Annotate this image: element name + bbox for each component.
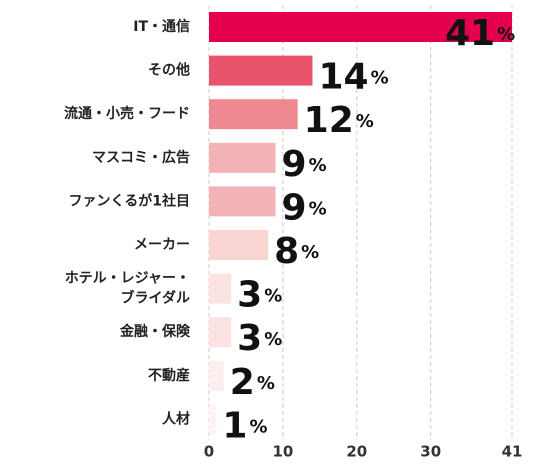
x-tick-label: 20 bbox=[346, 443, 367, 461]
category-label: 流通・小売・フード bbox=[64, 105, 190, 122]
value-label: 8% bbox=[274, 231, 319, 272]
value-number: 9 bbox=[282, 187, 307, 228]
value-number: 8 bbox=[274, 231, 299, 272]
x-tick-label: 41 bbox=[502, 443, 523, 461]
x-tick-label: 30 bbox=[420, 443, 441, 461]
value-label: 1% bbox=[222, 405, 267, 446]
value-unit: % bbox=[371, 68, 389, 89]
category-label: ホテル・レジャー・ブライダル bbox=[65, 271, 190, 307]
bar bbox=[209, 404, 217, 435]
value-unit: % bbox=[264, 286, 282, 307]
category-label: メーカー bbox=[134, 237, 190, 253]
value-number: 9 bbox=[282, 144, 307, 185]
bar bbox=[209, 186, 276, 217]
value-unit: % bbox=[301, 242, 319, 263]
bar bbox=[209, 99, 298, 130]
x-tick-label: 0 bbox=[204, 443, 214, 461]
bar bbox=[209, 273, 232, 304]
value-unit: % bbox=[309, 198, 327, 219]
value-number: 12 bbox=[304, 100, 354, 141]
category-label: 金融・保険 bbox=[119, 323, 191, 340]
category-label: 不動産 bbox=[148, 367, 190, 384]
category-label: マスコミ・広告 bbox=[92, 149, 190, 166]
value-label: 2% bbox=[230, 362, 275, 403]
value-label: 9% bbox=[282, 187, 327, 228]
bar bbox=[209, 360, 224, 391]
value-number: 2 bbox=[230, 362, 255, 403]
value-label: 41% bbox=[445, 13, 515, 54]
value-label: 9% bbox=[282, 144, 327, 185]
value-number: 3 bbox=[237, 275, 262, 316]
bar bbox=[209, 55, 313, 86]
bar bbox=[209, 317, 232, 348]
value-label: 12% bbox=[304, 100, 374, 141]
value-number: 41 bbox=[445, 13, 495, 54]
category-label: IT・通信 bbox=[133, 18, 190, 35]
value-label: 3% bbox=[237, 318, 282, 359]
value-unit: % bbox=[264, 329, 282, 350]
x-tick-label: 10 bbox=[272, 443, 293, 461]
value-unit: % bbox=[356, 111, 374, 132]
value-unit: % bbox=[249, 416, 267, 437]
category-label: その他 bbox=[148, 62, 190, 79]
value-number: 3 bbox=[237, 318, 262, 359]
value-number: 1 bbox=[222, 405, 247, 446]
bar bbox=[209, 142, 276, 173]
value-label: 14% bbox=[318, 57, 388, 98]
category-label: ファンくるが1社目 bbox=[69, 192, 190, 209]
bar bbox=[209, 230, 269, 260]
value-unit: % bbox=[257, 373, 275, 394]
value-unit: % bbox=[309, 155, 327, 176]
bar bbox=[209, 12, 512, 42]
value-unit: % bbox=[497, 24, 515, 45]
value-number: 14 bbox=[318, 57, 368, 98]
value-label: 3% bbox=[237, 275, 282, 316]
category-label: 人材 bbox=[162, 410, 190, 427]
